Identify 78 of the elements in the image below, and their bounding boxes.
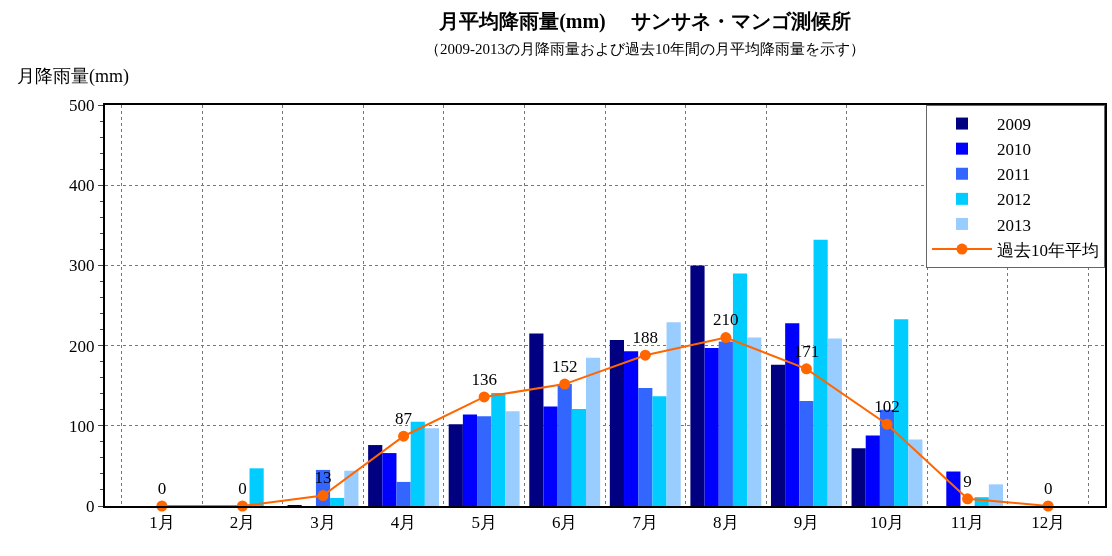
bar <box>585 357 601 506</box>
point <box>398 430 410 442</box>
legend-label: 2011 <box>997 165 1031 185</box>
x-tick-label: 12月 <box>1031 513 1066 533</box>
point <box>317 490 329 502</box>
bar <box>865 435 880 506</box>
point <box>720 332 732 344</box>
bar <box>624 351 639 506</box>
y-tick-label: 100 <box>69 416 95 436</box>
bar <box>396 481 411 506</box>
legend-label: 2010 <box>997 140 1031 160</box>
legend-label: 2009 <box>997 115 1031 135</box>
point <box>800 363 812 375</box>
bar <box>448 424 463 506</box>
bar <box>609 339 625 506</box>
bar <box>330 497 345 506</box>
bar <box>988 484 1004 506</box>
bar <box>747 337 762 506</box>
data-label: 0 <box>157 478 167 498</box>
bar <box>690 265 705 506</box>
point <box>639 349 651 361</box>
point <box>559 378 571 390</box>
bar <box>477 416 492 506</box>
legend-label: 2013 <box>997 215 1031 235</box>
bar <box>638 388 653 506</box>
y-tick-label: 500 <box>69 95 95 115</box>
data-label: 0 <box>238 478 247 498</box>
y-tick-label: 400 <box>69 176 95 196</box>
bar <box>704 348 719 506</box>
x-tick-label: 11月 <box>950 513 985 533</box>
bar <box>424 428 440 506</box>
chart-subtitle: （2009-2013の月降雨量および過去10年間の月平均降雨量を示す） <box>424 40 865 57</box>
y-tick-label: 200 <box>69 336 95 356</box>
bar <box>851 448 866 506</box>
x-tick-label: 8月 <box>713 513 739 533</box>
bar <box>462 414 478 506</box>
x-tick-label: 1月 <box>149 513 175 533</box>
bar <box>799 400 814 506</box>
bar <box>770 364 786 506</box>
bar <box>827 338 842 506</box>
bar <box>368 445 383 506</box>
bar <box>249 468 264 506</box>
x-tick-label: 2月 <box>229 513 256 533</box>
bar <box>571 408 586 506</box>
bar <box>491 392 506 506</box>
point <box>962 493 974 505</box>
x-tick-label: 6月 <box>551 513 578 533</box>
bar <box>718 341 733 506</box>
bar <box>666 322 681 506</box>
x-tick-label: 10月 <box>869 513 904 533</box>
chart-title: 月平均降雨量(mm) サンサネ・マンゴ測候所 <box>438 9 851 33</box>
x-tick-label: 3月 <box>310 513 336 533</box>
legend-label: 2012 <box>997 190 1031 210</box>
bar <box>410 421 425 506</box>
data-label: 9 <box>963 471 972 491</box>
bar <box>543 406 558 506</box>
data-label: 152 <box>551 356 578 376</box>
bar <box>505 411 520 506</box>
data-label: 0 <box>1043 478 1053 498</box>
legend-label: 過去10年平均 <box>997 240 1099 260</box>
bar <box>382 453 397 506</box>
data-label: 87 <box>395 409 413 429</box>
bar <box>344 470 359 506</box>
data-label: 188 <box>632 328 659 348</box>
data-label: 136 <box>471 369 497 389</box>
bar <box>652 396 667 506</box>
bar <box>529 333 544 506</box>
point <box>478 391 490 403</box>
bar <box>557 384 572 506</box>
y-tick-label: 0 <box>86 496 95 516</box>
x-tick-label: 5月 <box>471 513 497 533</box>
y-tick-label: 300 <box>69 256 95 276</box>
x-tick-label: 7月 <box>632 513 659 533</box>
x-tick-label: 9月 <box>793 513 820 533</box>
y-axis-title: 月降雨量(mm) <box>17 66 129 87</box>
bar <box>908 439 923 506</box>
point <box>881 418 893 430</box>
x-tick-label: 4月 <box>390 513 417 533</box>
